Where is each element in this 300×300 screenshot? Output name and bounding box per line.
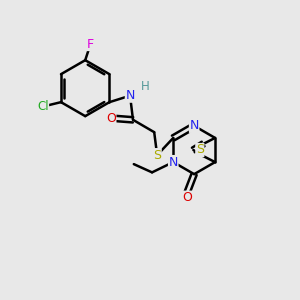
Text: S: S (153, 149, 161, 162)
Text: N: N (169, 156, 178, 169)
Text: O: O (182, 191, 192, 204)
Text: F: F (87, 38, 94, 50)
Text: N: N (190, 119, 199, 132)
Text: Cl: Cl (37, 100, 49, 113)
Text: N: N (125, 89, 135, 102)
Text: H: H (141, 80, 150, 93)
Text: S: S (196, 143, 204, 157)
Text: O: O (106, 112, 116, 125)
